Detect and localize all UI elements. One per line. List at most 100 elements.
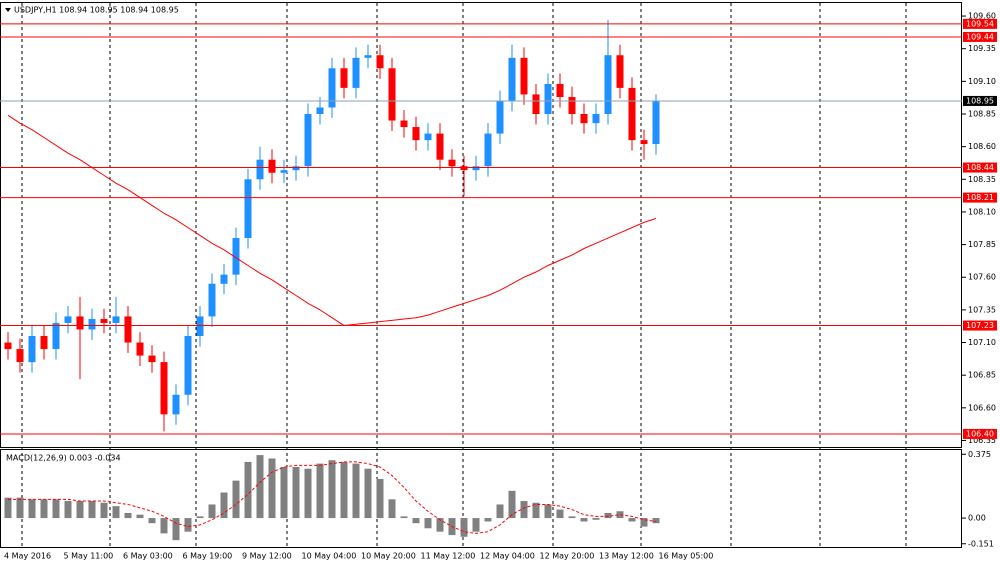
- macd-bar: [328, 460, 336, 519]
- macd-bar: [388, 499, 396, 519]
- macd-bar: [424, 518, 432, 529]
- level-label: 107.23: [966, 321, 994, 330]
- y-tick-label: 108.85: [968, 110, 996, 119]
- level-label: 108.21: [966, 193, 994, 202]
- candle-body: [484, 133, 492, 167]
- candle-body: [208, 283, 216, 317]
- candle-body: [52, 322, 60, 350]
- candle-body: [244, 179, 252, 239]
- candle-body: [628, 87, 636, 141]
- candle-body: [196, 316, 204, 336]
- y-tick-label: 106.35: [968, 436, 996, 445]
- macd-bar: [196, 516, 204, 519]
- x-tick-label: 9 May 12:00: [242, 552, 292, 561]
- x-tick-label: 10 May 20:00: [361, 552, 416, 561]
- candle-body: [292, 166, 300, 171]
- level-label: 109.44: [966, 32, 994, 41]
- candle-body: [184, 336, 192, 395]
- candle-body: [412, 127, 420, 141]
- candle-body: [340, 68, 348, 88]
- signal-line: [8, 461, 657, 534]
- macd-bar: [256, 455, 264, 519]
- x-tick-label: 10 May 04:00: [302, 552, 357, 561]
- macd-bar: [652, 518, 660, 524]
- macd-bar: [160, 518, 168, 534]
- macd-bar: [208, 504, 216, 519]
- candle-body: [556, 83, 564, 98]
- candle-body: [328, 68, 336, 108]
- y-tick-label: 0.00: [968, 514, 986, 523]
- macd-bar: [352, 463, 360, 519]
- y-tick-label: 106.60: [968, 403, 996, 412]
- level-label: 106.40: [966, 429, 994, 438]
- macd-bar: [592, 518, 600, 520]
- candle-body: [4, 342, 12, 350]
- macd-bar: [616, 511, 624, 519]
- candle-body: [220, 274, 228, 284]
- candle-body: [304, 114, 312, 167]
- chart-title: USDJPY,H1 108.94 108.95 108.94 108.95: [14, 6, 179, 15]
- candle-body: [40, 336, 48, 350]
- x-tick-label: 6 May 19:00: [183, 552, 233, 561]
- candle-body: [16, 349, 24, 363]
- macd-bar: [292, 467, 300, 519]
- macd-bar: [124, 512, 132, 519]
- macd-bar: [64, 501, 72, 519]
- candle-body: [136, 342, 144, 356]
- macd-bar: [16, 497, 24, 519]
- candle-body: [64, 316, 72, 323]
- candle-body: [268, 159, 276, 173]
- macd-bar: [76, 501, 84, 519]
- moving-average: [7, 114, 657, 327]
- macd-bar: [376, 478, 384, 519]
- candle-body: [400, 120, 408, 128]
- y-tick-label: 106.85: [968, 371, 996, 380]
- menu-icon[interactable]: [5, 8, 11, 12]
- macd-bar: [412, 518, 420, 524]
- macd-bar: [436, 518, 444, 532]
- level-box: [963, 320, 997, 331]
- macd-bar: [496, 504, 504, 519]
- macd-bar: [640, 518, 648, 527]
- level-label: 108.44: [966, 163, 994, 172]
- candle-body: [172, 394, 180, 415]
- macd-title: MACD(12,26,9) 0.003 -0.034: [6, 454, 121, 463]
- macd-bar: [148, 518, 156, 524]
- x-tick-label: 4 May 2016: [4, 552, 51, 561]
- macd-bar: [136, 514, 144, 519]
- macd-bar: [604, 512, 612, 519]
- candle-body: [544, 83, 552, 114]
- y-tick-label: 107.60: [968, 273, 996, 282]
- macd-bar: [88, 501, 96, 519]
- macd-bar: [40, 499, 48, 519]
- candle-body: [580, 114, 588, 124]
- candle-body: [388, 68, 396, 121]
- candle-body: [472, 166, 480, 171]
- y-tick-label: 109.35: [968, 44, 996, 53]
- macd-bar: [340, 461, 348, 519]
- candle-body: [616, 55, 624, 88]
- y-tick-label: 108.60: [968, 142, 996, 151]
- macd-bar: [232, 480, 240, 519]
- candle-body: [112, 316, 120, 323]
- macd-bar: [532, 502, 540, 519]
- candle-body: [352, 57, 360, 88]
- macd-bar: [472, 518, 480, 532]
- y-tick-label: 107.10: [968, 338, 996, 347]
- candle-body: [436, 133, 444, 160]
- level-box: [963, 192, 997, 203]
- macd-bar: [100, 502, 108, 519]
- y-tick-label: 108.10: [968, 207, 996, 216]
- x-tick-label: 6 May 03:00: [123, 552, 173, 561]
- level-box: [963, 428, 997, 439]
- macd-bar: [400, 516, 408, 519]
- level-label: 109.54: [966, 19, 994, 28]
- level-box: [963, 18, 997, 29]
- candle-body: [376, 55, 384, 69]
- candle-body: [100, 319, 108, 323]
- x-tick-label: 12 May 20:00: [540, 552, 595, 561]
- candle-body: [256, 159, 264, 180]
- candle-body: [76, 316, 84, 330]
